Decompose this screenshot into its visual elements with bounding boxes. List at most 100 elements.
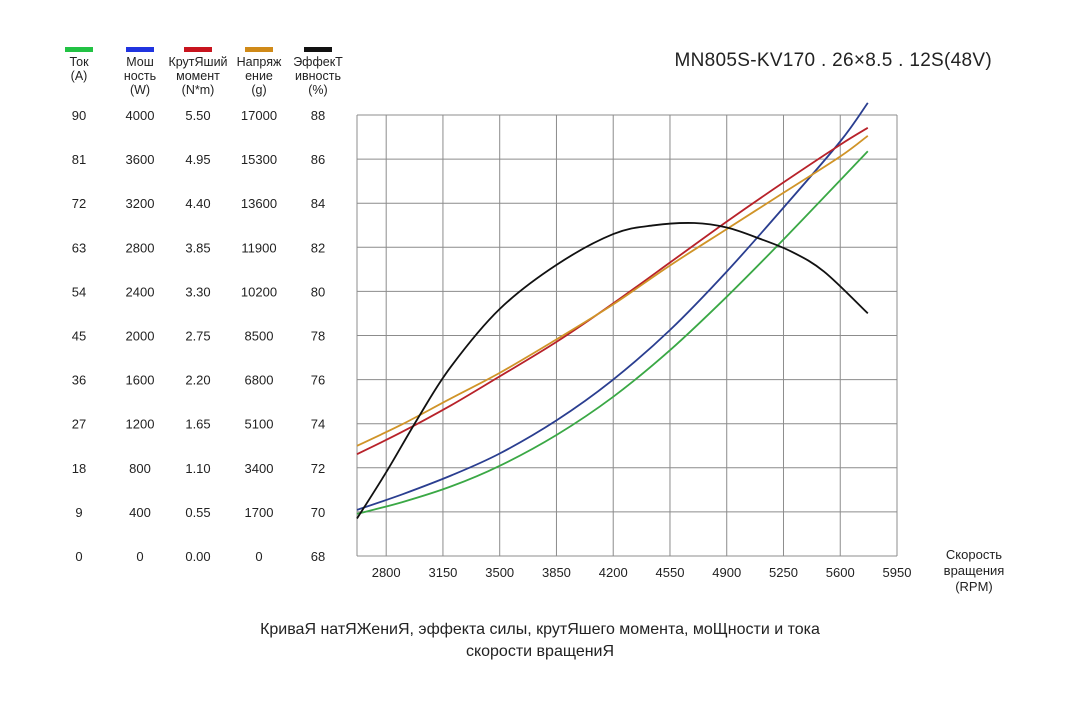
series-line-thrust bbox=[356, 135, 869, 447]
x-tick-label: 4200 bbox=[599, 565, 628, 580]
x-tick-label: 3850 bbox=[542, 565, 571, 580]
x-axis-label-line: Скорость bbox=[946, 547, 1002, 562]
y-tick-label-power: 2000 bbox=[126, 329, 155, 344]
y-tick-label-thrust: 8500 bbox=[245, 329, 274, 344]
legend-swatch-power bbox=[126, 47, 154, 52]
y-tick-label-power: 1600 bbox=[126, 373, 155, 388]
legend-label-power: ность bbox=[124, 69, 156, 83]
y-tick-label-torque: 4.95 bbox=[185, 152, 210, 167]
y-tick-label-current: 54 bbox=[72, 284, 86, 299]
y-tick-label-current: 0 bbox=[75, 549, 82, 564]
caption-line: КриваЯ натЯЖениЯ, эффекта силы, крутЯшег… bbox=[260, 621, 820, 638]
x-axis-label: Скорость вращения (RPM) bbox=[944, 547, 1005, 594]
y-tick-label-thrust: 17000 bbox=[241, 108, 277, 123]
legend-label-thrust: ение bbox=[245, 69, 273, 83]
chart-caption: КриваЯ натЯЖениЯ, эффекта силы, крутЯшег… bbox=[260, 621, 820, 660]
y-tick-label-power: 400 bbox=[129, 505, 151, 520]
y-tick-label-power: 3200 bbox=[126, 196, 155, 211]
y-tick-label-efficiency: 76 bbox=[311, 373, 325, 388]
series-line-current bbox=[356, 150, 869, 515]
y-tick-label-power: 2800 bbox=[126, 240, 155, 255]
y-tick-label-thrust: 3400 bbox=[245, 461, 274, 476]
y-tick-label-thrust: 13600 bbox=[241, 196, 277, 211]
y-tick-label-current: 45 bbox=[72, 329, 86, 344]
y-tick-label-efficiency: 74 bbox=[311, 417, 325, 432]
y-tick-label-torque: 0.55 bbox=[185, 505, 210, 520]
x-axis-label-line: (RPM) bbox=[955, 579, 993, 594]
y-tick-label-thrust: 5100 bbox=[245, 417, 274, 432]
y-tick-label-torque: 3.85 bbox=[185, 240, 210, 255]
y-tick-label-power: 800 bbox=[129, 461, 151, 476]
y-axes: 0918273645546372819004008001200160020002… bbox=[72, 108, 325, 564]
y-tick-label-efficiency: 78 bbox=[311, 329, 325, 344]
legend-label-efficiency: ивность bbox=[295, 69, 341, 83]
y-tick-label-torque: 5.50 bbox=[185, 108, 210, 123]
x-tick-label: 2800 bbox=[372, 565, 401, 580]
x-tick-label: 5950 bbox=[883, 565, 912, 580]
legend-label-thrust: Напряж bbox=[237, 55, 282, 69]
caption-line: скорости вращениЯ bbox=[466, 643, 614, 660]
x-tick-label: 5250 bbox=[769, 565, 798, 580]
y-tick-label-thrust: 15300 bbox=[241, 152, 277, 167]
x-tick-label: 3150 bbox=[428, 565, 457, 580]
y-tick-label-thrust: 6800 bbox=[245, 373, 274, 388]
y-tick-label-torque: 3.30 bbox=[185, 284, 210, 299]
legend-label-power: (W) bbox=[130, 83, 150, 97]
y-tick-label-thrust: 1700 bbox=[245, 505, 274, 520]
legend-label-torque: КрутЯший bbox=[168, 55, 227, 69]
series-lines bbox=[356, 102, 869, 519]
legend-swatch-thrust bbox=[245, 47, 273, 52]
y-tick-label-current: 9 bbox=[75, 505, 82, 520]
y-tick-label-thrust: 0 bbox=[255, 549, 262, 564]
y-tick-label-torque: 0.00 bbox=[185, 549, 210, 564]
x-tick-label: 5600 bbox=[826, 565, 855, 580]
x-axis-label-line: вращения bbox=[944, 563, 1005, 578]
legend-label-power: Мош bbox=[126, 55, 154, 69]
series-line-power bbox=[356, 102, 869, 511]
legend-swatch-current bbox=[65, 47, 93, 52]
y-tick-label-current: 81 bbox=[72, 152, 86, 167]
y-tick-label-current: 27 bbox=[72, 417, 86, 432]
y-tick-label-torque: 4.40 bbox=[185, 196, 210, 211]
y-tick-label-power: 1200 bbox=[126, 417, 155, 432]
y-tick-label-torque: 1.65 bbox=[185, 417, 210, 432]
y-tick-label-thrust: 10200 bbox=[241, 284, 277, 299]
legend-label-efficiency: ЭффекТ bbox=[293, 55, 343, 69]
y-tick-label-current: 90 bbox=[72, 108, 86, 123]
y-tick-label-current: 18 bbox=[72, 461, 86, 476]
legend-label-torque: (N*m) bbox=[182, 83, 215, 97]
y-tick-label-efficiency: 70 bbox=[311, 505, 325, 520]
legend-label-torque: момент bbox=[176, 69, 220, 83]
legend-label-current: (А) bbox=[71, 69, 88, 83]
y-tick-label-torque: 1.10 bbox=[185, 461, 210, 476]
x-tick-label: 4900 bbox=[712, 565, 741, 580]
x-axis: 2800 3150 3500 3850 4200 4550 4900 5250 5600 5950 bbox=[372, 565, 912, 580]
legend-swatch-efficiency bbox=[304, 47, 332, 52]
y-tick-label-thrust: 11900 bbox=[241, 240, 276, 255]
y-tick-label-power: 2400 bbox=[126, 284, 155, 299]
y-tick-label-efficiency: 86 bbox=[311, 152, 325, 167]
y-tick-label-current: 72 bbox=[72, 196, 86, 211]
y-tick-label-current: 36 bbox=[72, 373, 86, 388]
grid bbox=[356, 114, 898, 557]
legend-label-efficiency: (%) bbox=[308, 83, 327, 97]
y-tick-label-efficiency: 72 bbox=[311, 461, 325, 476]
y-tick-label-efficiency: 82 bbox=[311, 240, 325, 255]
chart-title: MN805S-KV170 . 26×8.5 . 12S(48V) bbox=[675, 50, 992, 71]
legend-label-thrust: (g) bbox=[251, 83, 266, 97]
y-tick-label-power: 0 bbox=[136, 549, 143, 564]
y-tick-label-efficiency: 88 bbox=[311, 108, 325, 123]
x-tick-label: 3500 bbox=[485, 565, 514, 580]
x-tick-label: 4550 bbox=[656, 565, 685, 580]
y-tick-label-torque: 2.75 bbox=[185, 329, 210, 344]
legend-label-current: Ток bbox=[69, 55, 89, 69]
y-tick-label-torque: 2.20 bbox=[185, 373, 210, 388]
series-line-efficiency bbox=[356, 222, 869, 519]
y-tick-label-power: 3600 bbox=[126, 152, 155, 167]
legend-swatch-torque bbox=[184, 47, 212, 52]
y-tick-label-current: 63 bbox=[72, 240, 86, 255]
y-tick-label-efficiency: 84 bbox=[311, 196, 325, 211]
y-tick-label-efficiency: 80 bbox=[311, 284, 325, 299]
